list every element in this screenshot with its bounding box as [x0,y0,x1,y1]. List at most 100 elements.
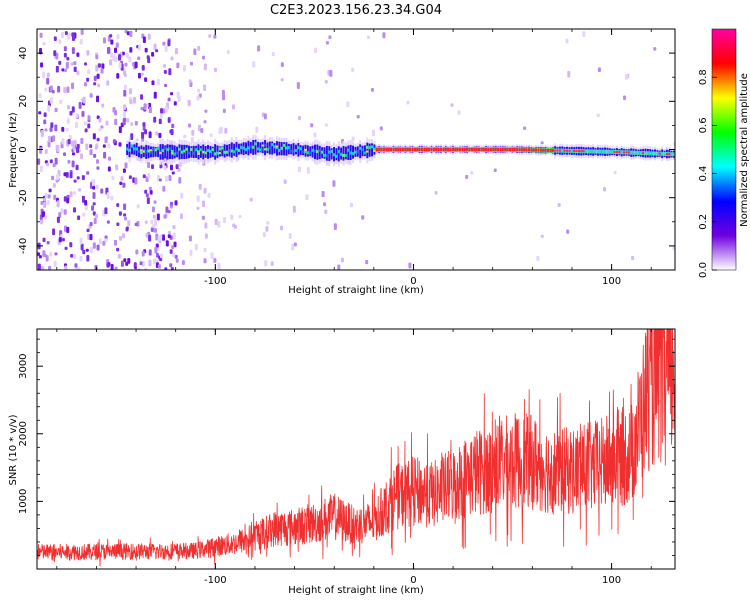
ridge-core [656,151,659,156]
ridge-core-hot [580,150,583,153]
ridge-core-hot [423,148,426,151]
heatmap-noise-cell [567,70,571,78]
ridge-core-hot [497,148,500,151]
heatmap-noise-cell [144,77,148,82]
ridge-core-hot [392,148,395,151]
ridge-core [592,149,595,154]
heatmap-noise-cell [135,249,139,255]
heatmap-noise-cell [61,68,65,72]
heatmap-noise-cell [70,62,74,66]
ridge-band [347,145,350,160]
ridge-core [287,146,290,150]
heatmap-noise-cell [406,100,410,105]
spectrogram-ticks: -100 0 100 -40 -20 0 20 40 [18,28,675,287]
heatmap-noise-cell [72,191,76,195]
ridge-core [330,149,333,153]
heatmap-noise-cell [53,36,57,41]
heatmap-noise-cell [130,133,134,140]
top-xtick-label: 100 [602,276,621,287]
ridge-core [333,153,336,157]
ridge-core-hot [478,148,481,151]
heatmap-noise-cell [107,143,111,149]
ridge-core-hot [149,149,152,152]
ridge-core [199,148,202,152]
heatmap-noise-cell [264,260,268,267]
top-ytick-label: -40 [18,238,29,254]
colorbar-tick-label: 0.0 [698,262,709,278]
heatmap-noise-cell [107,46,111,54]
ridge-core-hot [466,148,469,151]
ridge-core [180,150,183,154]
ridge-core [637,150,640,155]
heatmap-noise-cell [71,152,75,156]
ridge-core-hot [513,148,516,152]
heatmap-noise-cell [106,80,110,86]
heatmap-noise-cell [156,78,160,86]
ridge-core [128,148,131,152]
ridge-core [254,142,257,146]
heatmap-noise-cell [63,87,67,94]
heatmap-noise-cell [188,79,192,84]
heatmap-noise-cell [60,208,64,214]
heatmap-noise-cell [130,122,134,126]
ridge-core-hot [373,149,376,152]
ridge-core-hot [530,148,533,152]
ridge-core [587,149,590,154]
ridge-core-hot [494,148,497,151]
ridge-core-hot [511,148,514,151]
heatmap-noise-cell [101,63,105,69]
heatmap-noise-cell [153,91,157,99]
heatmap-noise-cell [332,180,336,187]
heatmap-noise-cell [222,108,226,114]
ridge-core [140,150,143,154]
heatmap-noise-cell [66,86,70,93]
heatmap-noise-cell [203,120,207,124]
heatmap-noise-cell [457,110,461,115]
ridge-core-hot [501,148,504,151]
ridge-core-hot [275,145,278,148]
ridge-band [330,148,333,160]
heatmap-noise-cell [296,82,300,90]
colorbar-tick-label: 0.8 [698,69,709,85]
heatmap-noise-cell [110,39,114,45]
ridge-core [661,151,664,156]
heatmap-noise-cell [144,220,148,224]
heatmap-noise-cell [114,56,118,63]
ridge-core-hot [449,148,452,151]
heatmap-noise-cell [85,143,89,151]
heatmap-noise-cell [52,228,56,236]
heatmap-noise-cell [162,185,166,192]
heatmap-noise-cell [146,197,150,205]
bot-ytick-label: 3000 [18,353,29,378]
heatmap-noise-cell [140,106,144,111]
heatmap-noise-cell [39,32,43,38]
heatmap-noise-cell [596,113,600,118]
heatmap-noise-cell [163,70,167,74]
ridge-core [235,147,238,151]
heatmap-noise-cell [164,45,168,52]
heatmap-noise-cell [351,67,355,72]
ridge-core-hot [537,148,540,152]
heatmap-noise-cell [351,136,355,141]
ridge-core-hot [544,148,547,152]
ridge-core [256,147,259,151]
heatmap-noise-cell [92,202,96,206]
heatmap-noise-cell [73,61,77,66]
ridge-core-hot [539,148,542,152]
ridge-core-hot [615,151,618,154]
heatmap-noise-cell [540,234,544,238]
heatmap-noise-cell [92,192,96,199]
heatmap-noise-cell [75,164,79,171]
bot-ytick-label: 2000 [18,421,29,446]
heatmap-noise-cell [49,97,53,104]
ridge-core-hot [658,152,661,155]
ridge-core [299,147,302,151]
heatmap-noise-cell [66,56,70,61]
heatmap-noise-cell [214,218,218,226]
heatmap-noise-cell [198,183,202,190]
heatmap-noise-cell [67,159,71,164]
heatmap-noise-cell [226,50,230,54]
ridge-core-hot [428,148,431,151]
heatmap-noise-cell [194,243,198,251]
heatmap-noise-cell [125,52,129,59]
